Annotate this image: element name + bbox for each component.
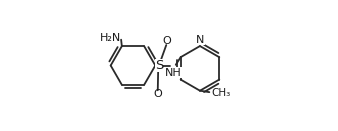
- Text: O: O: [153, 89, 162, 99]
- Text: CH₃: CH₃: [212, 88, 231, 98]
- Text: H₂N: H₂N: [100, 32, 121, 43]
- Text: S: S: [155, 59, 163, 72]
- Text: NH: NH: [165, 68, 182, 78]
- Text: N: N: [196, 35, 204, 45]
- Text: O: O: [163, 36, 171, 46]
